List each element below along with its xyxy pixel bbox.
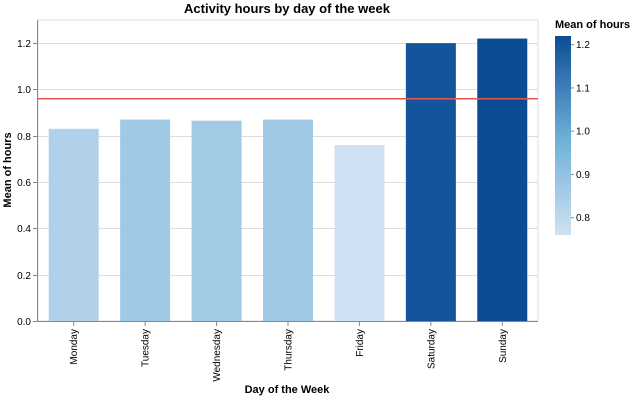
y-tick-label: 1.2 bbox=[17, 39, 31, 50]
y-tick-label: 0.6 bbox=[17, 178, 31, 189]
legend-tick-label: 0.8 bbox=[576, 213, 590, 224]
bar-saturday bbox=[405, 43, 456, 322]
legend-tick-label: 0.9 bbox=[576, 170, 590, 181]
legend-tick-label: 1.2 bbox=[576, 40, 590, 51]
legend: 0.8 0.9 1.0 1.1 1.2 bbox=[555, 36, 590, 235]
x-tick-label: Tuesday bbox=[141, 329, 152, 367]
x-tick-label: Thursday bbox=[284, 329, 295, 371]
bar-friday bbox=[334, 145, 385, 321]
x-axis-title: Day of the Week bbox=[245, 384, 331, 396]
x-tick-label: Saturday bbox=[426, 329, 437, 369]
y-tick-label: 0.8 bbox=[17, 132, 31, 143]
bar-thursday bbox=[263, 119, 313, 321]
bar-monday bbox=[48, 128, 99, 321]
chart-title: Activity hours by day of the week bbox=[184, 1, 391, 16]
bar-wednesday bbox=[191, 120, 242, 321]
x-tick-label: Wednesday bbox=[212, 329, 223, 382]
bar-tuesday bbox=[120, 119, 171, 321]
x-tick-label: Sunday bbox=[498, 329, 509, 363]
y-axis-title: Mean of hours bbox=[2, 132, 14, 207]
y-tick-label: 1.0 bbox=[17, 85, 31, 96]
legend-gradient bbox=[555, 36, 571, 235]
bar-sunday bbox=[477, 38, 528, 322]
plot-area: 0.0 0.2 0.4 0.6 0.8 1.0 1.2 Monday Tuesday Wednes… bbox=[17, 19, 539, 382]
legend-tick-label: 1.0 bbox=[576, 127, 590, 138]
y-tick-label: 0.4 bbox=[17, 224, 31, 235]
x-tick-label: Friday bbox=[355, 329, 366, 357]
y-tick-label: 0.0 bbox=[17, 317, 31, 328]
x-tick-label: Monday bbox=[69, 329, 80, 365]
legend-tick-label: 1.1 bbox=[576, 83, 590, 94]
y-tick-label: 0.2 bbox=[17, 271, 31, 282]
legend-title: Mean of hours bbox=[555, 19, 630, 31]
